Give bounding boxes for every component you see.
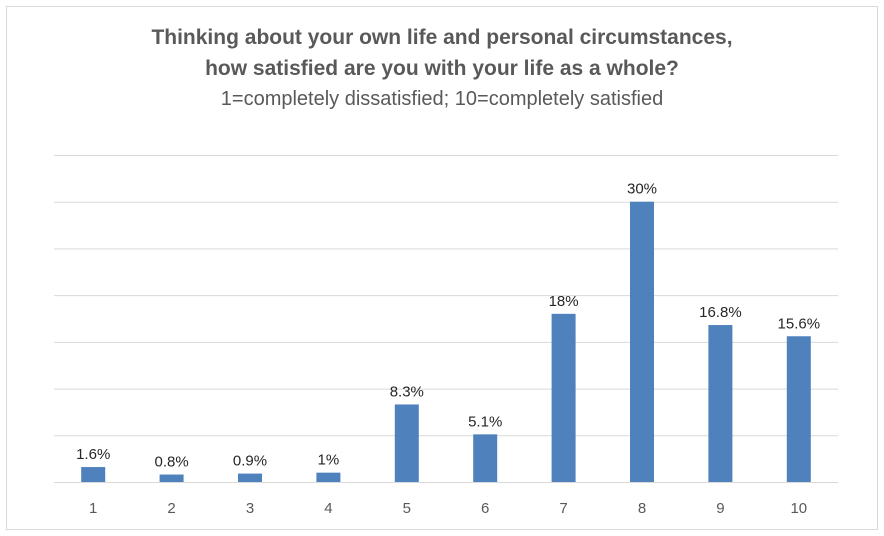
x-tick-label-2: 2 [167,500,175,517]
chart-title: Thinking about your own life and persona… [151,26,733,49]
bar-6 [473,434,498,482]
data-label-3: 0.9% [233,453,267,470]
bar-2 [159,474,184,482]
data-label-2: 0.8% [154,454,188,471]
x-tick-label-5: 5 [403,500,411,517]
x-tick-label-10: 10 [790,500,807,517]
bar-7 [551,313,576,482]
chart-subtitle: 1=completely dissatisfied; 10=completely… [220,88,664,110]
bar-10 [786,336,811,482]
data-label-5: 8.3% [390,383,424,400]
bars [81,201,811,482]
data-label-1: 1.6% [76,446,110,463]
x-tick-label-4: 4 [324,500,332,517]
chart-title-block: Thinking about your own life and persona… [0,22,884,115]
bar-1 [81,467,106,482]
data-label-6: 5.1% [468,413,502,430]
data-label-10: 15.6% [778,315,821,332]
bar-8 [630,201,654,482]
x-axis-ticks: 1 2 3 4 5 6 7 8 9 10 [89,500,807,517]
data-label-4: 1% [318,452,340,469]
x-tick-label-7: 7 [559,500,567,517]
chart-frame [6,6,878,530]
bar-9 [708,325,733,482]
x-tick-label-6: 6 [481,500,489,517]
gridlines [54,155,838,483]
chart-title-line-2: how satisfied are you with your life as … [205,57,679,80]
data-label-8: 30% [627,181,657,198]
x-tick-label-8: 8 [638,500,646,517]
bar-4 [316,472,341,482]
bar-3 [238,473,262,482]
x-tick-label-9: 9 [716,500,724,517]
x-tick-label-1: 1 [89,500,97,517]
data-labels: 1.6% 0.8% 0.9% 1% 8.3% 5.1% 18% 30% 16.8% 15.6% [76,181,820,471]
data-label-9: 16.8% [699,304,742,321]
data-label-7: 18% [549,293,579,310]
bar-5 [394,404,419,482]
x-tick-label-3: 3 [246,500,254,517]
